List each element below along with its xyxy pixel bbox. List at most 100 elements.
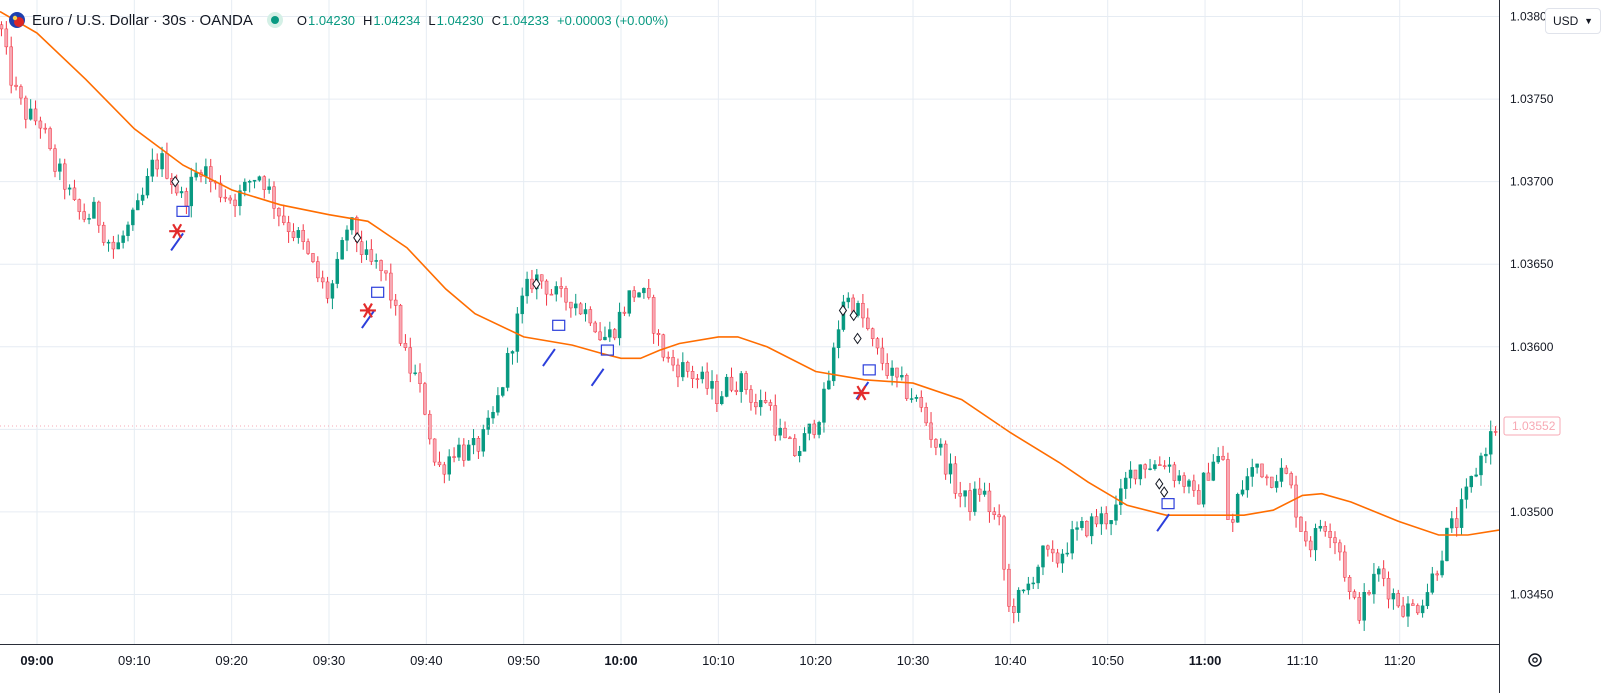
candle-up [1420,599,1425,618]
candle-body [486,417,490,430]
signal-diamond [838,304,848,317]
price-tick-label: 1.03500 [1510,505,1554,519]
candle-body [1313,528,1318,551]
candle-body [617,311,622,339]
candle-body [1328,531,1332,538]
candle-up [1026,576,1031,595]
candle-body [909,398,914,400]
candle-down [476,436,481,459]
candle-up [1469,475,1474,493]
candle-body [1435,573,1439,576]
candle-up [797,445,802,463]
candle-up [724,374,729,398]
candle-body [398,305,403,344]
candle-body [1206,472,1211,481]
candle-body [549,293,554,296]
candle-body [861,303,865,319]
symbol-title[interactable]: Euro / U.S. Dollar · 30s · OANDA [32,11,253,29]
candle-down [165,142,169,180]
candle-down [432,438,437,466]
candle-up [822,382,826,433]
candle-up [374,253,378,269]
candle-down [281,204,286,226]
candle-body [194,172,198,178]
candle-up [131,207,135,231]
candle-down [233,193,237,218]
candle-body [1235,494,1240,523]
candle-body [1415,605,1420,614]
candle-body [627,290,632,314]
candle-body [929,422,933,440]
candle-body [1381,568,1386,579]
candle-up [447,449,451,481]
candle-body [1406,603,1410,617]
candle-down [393,293,398,316]
candle-down [1085,520,1089,538]
gear-icon[interactable] [1528,653,1542,667]
candle-down [763,391,768,404]
currency-selector[interactable]: USD ▼ [1545,8,1601,34]
candle-body [797,451,802,456]
candle-up [1313,523,1318,561]
candle-down [311,253,315,264]
candle-up [817,420,821,439]
candle-up [1138,464,1143,486]
candle-body [286,222,291,232]
candle-body [676,364,680,378]
candle-down [593,320,597,334]
candle-body [466,444,471,461]
candle-body [1031,582,1035,585]
candle-body [437,461,442,466]
market-status-icon[interactable] [266,12,283,28]
candle-up [1279,458,1284,488]
candle-body [160,153,164,170]
candle-body [1411,603,1415,606]
candle-body [710,381,714,389]
candle-body [1333,537,1337,544]
candle-body [1177,475,1181,481]
candle-down [715,374,719,412]
candle-body [992,511,997,516]
candle-down [676,358,680,388]
candle-down [155,153,159,177]
candle-down [997,504,1001,526]
price-tick-label: 1.03650 [1510,257,1554,271]
candle-body [827,380,831,390]
candle-body [1284,467,1289,474]
candle-body [904,375,909,399]
candle-up [491,406,495,424]
candle-body [700,371,705,380]
candle-body [72,187,77,200]
candle-body [106,241,111,244]
candle-body [987,490,992,513]
candle-up [1406,596,1410,627]
candle-down [919,390,924,413]
candle-down [1386,571,1391,609]
candle-down [588,306,593,326]
candle-body [836,329,841,348]
candle-up [500,386,505,398]
time-tick-label: 11:10 [1287,653,1319,668]
candle-down [564,285,568,311]
candle-body [462,444,466,461]
candle-up [1099,506,1104,535]
candle-down [578,302,583,315]
candle-up [1075,521,1079,541]
candle-body [150,159,155,177]
candle-down [369,239,374,265]
candle-down [987,482,992,523]
candle-up [1065,542,1070,557]
candle-down [569,301,573,318]
time-tick-label: 09:50 [507,653,540,668]
candle-body [208,166,213,183]
candle-body [1274,481,1279,488]
candle-down [320,270,325,289]
candle-body [311,253,315,262]
candle-up [836,320,841,359]
candle-body [1104,513,1108,525]
candle-body [1493,431,1498,433]
candle-up [116,234,121,250]
candle-body [1085,520,1089,537]
